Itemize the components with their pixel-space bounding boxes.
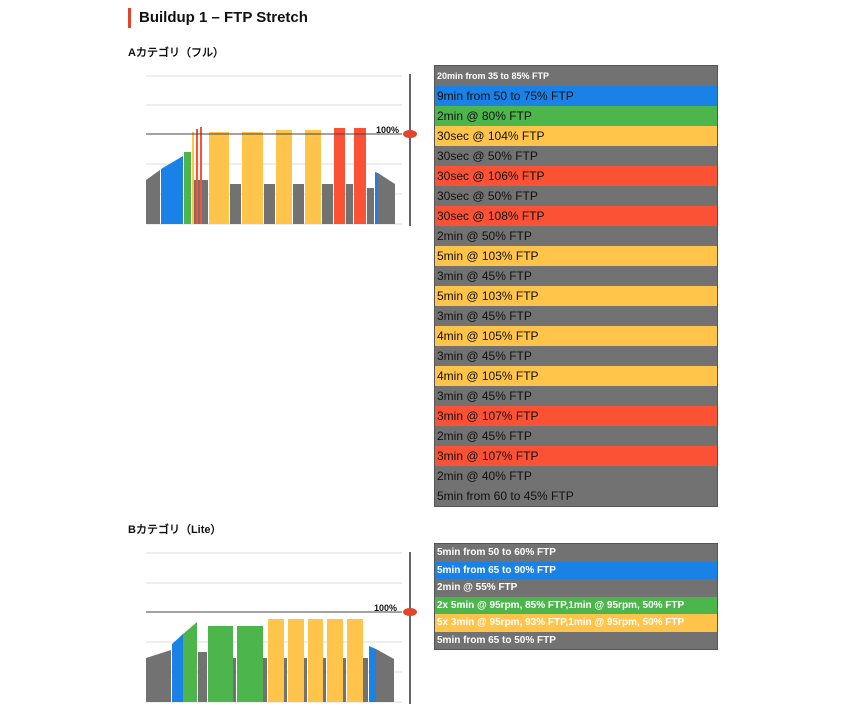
segment-ramp-green	[183, 622, 197, 702]
segment-yellow	[242, 132, 263, 224]
segment-green	[237, 626, 263, 702]
interval-row: 30sec @ 108% FTP	[435, 206, 717, 226]
segment-green	[184, 152, 191, 224]
interval-row: 5min from 65 to 50% FTP	[435, 631, 717, 649]
interval-row: 5min from 50 to 60% FTP	[435, 544, 717, 562]
page-title: Buildup 1 – FTP Stretch	[128, 8, 308, 28]
segment-short-gray	[194, 180, 196, 224]
interval-row: 2min @ 80% FTP	[435, 106, 717, 126]
interval-row: 20min from 35 to 85% FTP	[435, 66, 717, 86]
segment-gray	[233, 658, 236, 702]
segment-gray	[263, 658, 267, 702]
segment-cooldown	[375, 172, 378, 224]
segment-cooldown	[376, 649, 394, 702]
ftp-marker-handle[interactable]	[403, 608, 417, 616]
interval-row: 2min @ 45% FTP	[435, 426, 717, 446]
interval-row: 2min @ 40% FTP	[435, 466, 717, 486]
segment-green	[208, 626, 233, 702]
interval-row: 9min from 50 to 75% FTP	[435, 86, 717, 106]
segment-cooldown	[378, 173, 395, 224]
segment-gray	[367, 188, 374, 224]
segment-short-red	[200, 127, 202, 224]
interval-row: 2x 5min @ 95rpm, 85% FTP,1min @ 95rpm, 5…	[435, 596, 717, 614]
section-b-label: Bカテゴリ（Lite）	[128, 524, 222, 536]
section-a-label: Aカテゴリ（フル）	[128, 47, 224, 59]
interval-row: 3min @ 45% FTP	[435, 306, 717, 326]
interval-row: 4min @ 105% FTP	[435, 326, 717, 346]
segment-gray	[198, 652, 207, 702]
segment-gray	[284, 658, 287, 702]
segment-gray	[264, 184, 275, 224]
interval-row: 3min @ 107% FTP	[435, 446, 717, 466]
workout-chart-a: 100%	[146, 74, 417, 226]
segment-yellow	[276, 130, 292, 224]
segment-short-red	[196, 129, 198, 224]
interval-row: 5min from 65 to 90% FTP	[435, 561, 717, 579]
interval-row: 2min @ 50% FTP	[435, 226, 717, 246]
ftp-marker-label: 100%	[376, 125, 399, 135]
segment-red	[354, 128, 366, 224]
segment-cooldown	[369, 646, 376, 702]
segment-yellow	[305, 130, 321, 224]
ftp-marker-label: 100%	[374, 603, 397, 613]
segment-warmup	[146, 650, 171, 702]
interval-row: 2min @ 55% FTP	[435, 579, 717, 597]
segment-short-yellow	[192, 132, 194, 224]
segment-short-gray	[198, 180, 200, 224]
segment-gray	[323, 658, 326, 702]
interval-row: 5x 3min @ 95rpm, 93% FTP,1min @ 95rpm, 5…	[435, 614, 717, 632]
interval-row: 30sec @ 50% FTP	[435, 186, 717, 206]
segment-yellow	[347, 619, 363, 702]
segment-yellow	[209, 132, 229, 224]
segment-ramp-blue	[172, 634, 183, 702]
interval-row: 5min @ 103% FTP	[435, 286, 717, 306]
interval-row: 30sec @ 106% FTP	[435, 166, 717, 186]
segment-yellow	[288, 619, 304, 702]
segment-yellow	[268, 619, 284, 702]
interval-row: 3min @ 45% FTP	[435, 266, 717, 286]
segment-gray	[202, 180, 208, 224]
interval-table-b: 5min from 50 to 60% FTP 5min from 65 to 9…	[434, 543, 718, 650]
segment-red	[334, 128, 345, 224]
interval-row: 5min @ 103% FTP	[435, 246, 717, 266]
interval-row: 30sec @ 104% FTP	[435, 126, 717, 146]
interval-table-a: 20min from 35 to 85% FTP 9min from 50 to …	[434, 65, 718, 507]
interval-row: 3min @ 107% FTP	[435, 406, 717, 426]
segment-gray	[343, 658, 346, 702]
interval-row: 4min @ 105% FTP	[435, 366, 717, 386]
segment-gray	[293, 184, 304, 224]
segment-gray	[346, 184, 353, 224]
interval-row: 3min @ 45% FTP	[435, 346, 717, 366]
segment-gray	[304, 658, 307, 702]
segment-gray	[230, 184, 241, 224]
ftp-marker-handle[interactable]	[403, 130, 417, 138]
interval-row: 30sec @ 50% FTP	[435, 146, 717, 166]
interval-row: 3min @ 45% FTP	[435, 386, 717, 406]
interval-row: 5min from 60 to 45% FTP	[435, 486, 717, 506]
segment-gray	[322, 184, 333, 224]
segment-warmup	[146, 170, 160, 224]
workout-chart-b: 100%	[146, 552, 417, 704]
segment-gray	[363, 658, 368, 702]
segment-ramp-blue	[161, 156, 183, 224]
segment-yellow	[327, 619, 343, 702]
segment-yellow	[308, 619, 323, 702]
